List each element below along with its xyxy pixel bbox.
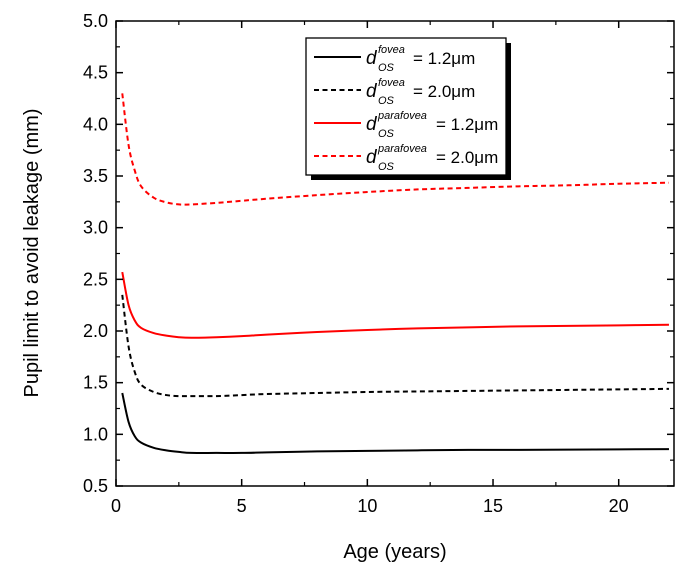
legend-subscript: OS xyxy=(378,128,395,140)
y-tick-label: 1.0 xyxy=(83,424,108,444)
legend-value: = 2.0μm xyxy=(413,82,475,101)
series-line-4 xyxy=(121,93,669,206)
series-line-2 xyxy=(121,294,669,398)
legend-value: = 2.0μm xyxy=(436,148,498,167)
y-tick-label: 5.0 xyxy=(83,11,108,31)
legend-superscript: fovea xyxy=(378,77,405,89)
legend-subscript: OS xyxy=(378,161,395,173)
y-tick-label: 0.5 xyxy=(83,476,108,496)
x-tick-label: 15 xyxy=(483,496,503,516)
series-line-1 xyxy=(121,392,669,455)
legend-box xyxy=(305,37,507,176)
legend-subscript: OS xyxy=(378,62,395,74)
legend-value: = 1.2μm xyxy=(436,115,498,134)
x-tick-label: 5 xyxy=(237,496,247,516)
series-layer xyxy=(121,93,669,455)
y-tick-label: 1.5 xyxy=(83,373,108,393)
legend-symbol: d xyxy=(366,114,378,135)
x-tick-label: 20 xyxy=(609,496,629,516)
series-line-3 xyxy=(121,271,669,339)
x-tick-label: 10 xyxy=(357,496,377,516)
x-axis-title: Age (years) xyxy=(343,541,446,563)
legend-value: = 1.2μm xyxy=(413,49,475,68)
legend-superscript: parafovea xyxy=(377,143,427,155)
y-tick-label: 4.5 xyxy=(83,63,108,83)
y-tick-label: 3.5 xyxy=(83,166,108,186)
y-tick-label: 3.0 xyxy=(83,218,108,238)
legend-superscript: fovea xyxy=(378,44,405,56)
legend-superscript: parafovea xyxy=(377,110,427,122)
legend-subscript: OS xyxy=(378,95,395,107)
legend-symbol: d xyxy=(366,48,378,69)
x-tick-label: 0 xyxy=(111,496,121,516)
y-tick-label: 2.0 xyxy=(83,321,108,341)
y-axis-title: Pupil limit to avoid leakage (mm) xyxy=(21,109,43,398)
ticks-layer: 0 5 10 15 20 0.5 1.0 1.5 2.0 2.5 3.0 3.5 4.0 4.5 5.0 xyxy=(83,11,674,516)
legend-symbol: d xyxy=(366,147,378,168)
y-tick-label: 4.0 xyxy=(83,114,108,134)
legend-symbol: d xyxy=(366,81,378,102)
y-tick-label: 2.5 xyxy=(83,269,108,289)
